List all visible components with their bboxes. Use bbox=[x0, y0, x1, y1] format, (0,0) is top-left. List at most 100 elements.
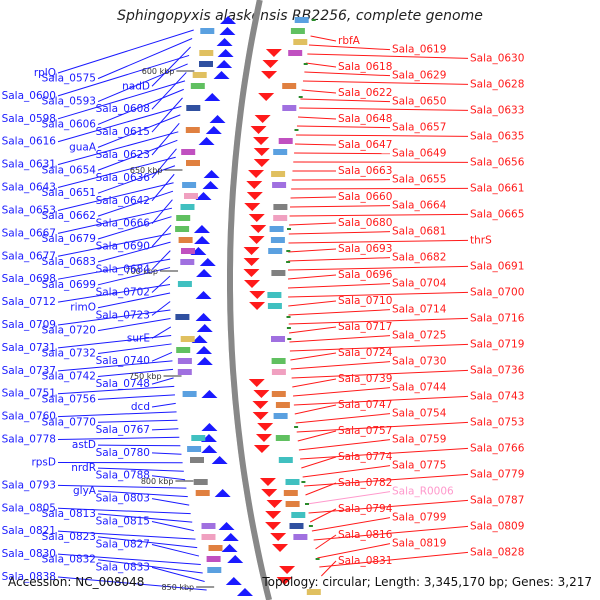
gene-label-left: Sala_0636 bbox=[96, 172, 151, 184]
gene-arrow-left bbox=[194, 236, 211, 244]
gene-label-left: Sala_0720 bbox=[42, 325, 96, 337]
gene-arrow-right bbox=[248, 214, 265, 222]
accession-text: Accession: NC_008048 bbox=[8, 575, 145, 589]
feature-tick bbox=[303, 63, 308, 65]
feature-tick bbox=[301, 481, 306, 483]
gene-label-left: glyA bbox=[73, 485, 97, 497]
feature-block bbox=[269, 226, 284, 232]
gene-label-left: Sala_0712 bbox=[2, 296, 56, 308]
leader-line-left bbox=[57, 360, 173, 372]
feature-block bbox=[206, 556, 221, 562]
feature-tick bbox=[286, 250, 291, 252]
feature-block bbox=[270, 237, 285, 243]
leader-line-right bbox=[289, 213, 469, 217]
gene-label-left: Sala_0615 bbox=[96, 126, 150, 138]
gene-label-right: Sala_0779 bbox=[470, 468, 524, 480]
gene-arrow-right bbox=[249, 291, 266, 299]
gene-label-left: rpsD bbox=[31, 456, 56, 468]
feature-block bbox=[195, 490, 210, 496]
feature-tracks bbox=[175, 0, 321, 600]
gene-arrow-right bbox=[262, 60, 279, 68]
gene-arrow-left bbox=[216, 60, 233, 68]
feature-tick bbox=[286, 316, 291, 318]
leader-line-right bbox=[290, 352, 337, 361]
leader-line-right bbox=[289, 335, 391, 343]
leader-line-right bbox=[302, 80, 469, 85]
feature-block bbox=[273, 149, 288, 155]
gene-label-left: astD bbox=[72, 439, 96, 451]
feature-block bbox=[293, 39, 308, 45]
feature-block bbox=[185, 127, 200, 133]
gene-label-right: Sala_0650 bbox=[392, 96, 446, 108]
feature-block bbox=[285, 479, 300, 485]
leader-line-left bbox=[57, 29, 194, 74]
gene-label-right: Sala_0757 bbox=[338, 425, 392, 437]
feature-block bbox=[290, 28, 305, 34]
feature-block bbox=[182, 391, 197, 397]
gene-label-left: Sala_0654 bbox=[42, 164, 97, 176]
feature-block bbox=[181, 248, 195, 254]
feature-block bbox=[175, 314, 190, 320]
leader-line-right bbox=[319, 551, 469, 568]
leader-line-right bbox=[293, 387, 391, 397]
gene-label-left: dcd bbox=[131, 401, 150, 413]
leader-line-left bbox=[97, 88, 184, 125]
leader-line-left bbox=[151, 521, 194, 532]
leader-line-left bbox=[57, 334, 172, 349]
leader-line-left bbox=[151, 326, 172, 339]
gene-label-left: Sala_0737 bbox=[2, 365, 56, 377]
gene-label-right: Sala_0664 bbox=[392, 200, 447, 212]
feature-block bbox=[285, 501, 300, 507]
leader-line-left bbox=[151, 97, 183, 133]
gene-arrow-right bbox=[243, 247, 260, 255]
leader-line-right bbox=[320, 560, 337, 577]
gene-arrow-left bbox=[201, 445, 218, 453]
feature-block bbox=[282, 83, 297, 89]
gene-label-left: Sala_0732 bbox=[42, 348, 96, 360]
gene-label-left: Sala_0742 bbox=[42, 370, 96, 382]
leader-line-right bbox=[304, 71, 391, 77]
leader-line-right bbox=[294, 404, 337, 415]
leader-line-left bbox=[151, 351, 173, 362]
leader-line-left bbox=[151, 123, 180, 156]
gene-label-left: Sala_0770 bbox=[42, 416, 96, 428]
gene-label-left: Sala_0803 bbox=[96, 493, 150, 505]
gene-arrow-right bbox=[252, 401, 269, 409]
gene-label-right: Sala_0753 bbox=[470, 416, 524, 428]
gene-label-left: Sala_0767 bbox=[96, 424, 150, 436]
leader-line-left bbox=[57, 207, 173, 234]
leader-line-right bbox=[308, 44, 391, 51]
gene-label-left: Sala_0642 bbox=[96, 195, 150, 207]
gene-label-right: Sala_0628 bbox=[470, 78, 524, 90]
leader-line-left bbox=[57, 80, 186, 120]
gene-arrow-right bbox=[249, 302, 266, 310]
gene-label-left: Sala_0833 bbox=[96, 561, 150, 573]
leader-line-right bbox=[289, 343, 469, 352]
gene-label-right: Sala_0630 bbox=[470, 52, 524, 64]
gene-label-left: surE bbox=[127, 332, 150, 344]
feature-block bbox=[306, 589, 321, 595]
feature-block bbox=[271, 358, 286, 364]
gene-label-right: Sala_0743 bbox=[470, 390, 524, 402]
feature-block bbox=[207, 567, 222, 573]
leader-line-left bbox=[97, 63, 188, 103]
gene-label-left: Sala_0821 bbox=[2, 525, 56, 537]
gene-label-left: Sala_0690 bbox=[96, 241, 150, 253]
gene-label-right: Sala_0649 bbox=[392, 148, 446, 160]
gene-label-left: Sala_0653 bbox=[2, 204, 56, 216]
leader-line-left bbox=[57, 436, 180, 441]
feature-block bbox=[201, 523, 216, 529]
gene-label-left: Sala_0651 bbox=[42, 187, 96, 199]
leader-line-right bbox=[289, 205, 391, 208]
feature-block bbox=[271, 336, 285, 342]
feature-tick bbox=[315, 558, 320, 560]
gene-label-left: Sala_0838 bbox=[2, 571, 56, 583]
feature-block bbox=[178, 237, 193, 243]
feature-block bbox=[175, 226, 190, 232]
gene-label-right: Sala_0759 bbox=[392, 434, 446, 446]
leader-line-left bbox=[57, 530, 196, 540]
feature-block bbox=[200, 28, 215, 34]
leader-line-left bbox=[97, 38, 193, 80]
gene-label-left: Sala_0698 bbox=[2, 273, 56, 285]
feature-block bbox=[201, 534, 216, 540]
